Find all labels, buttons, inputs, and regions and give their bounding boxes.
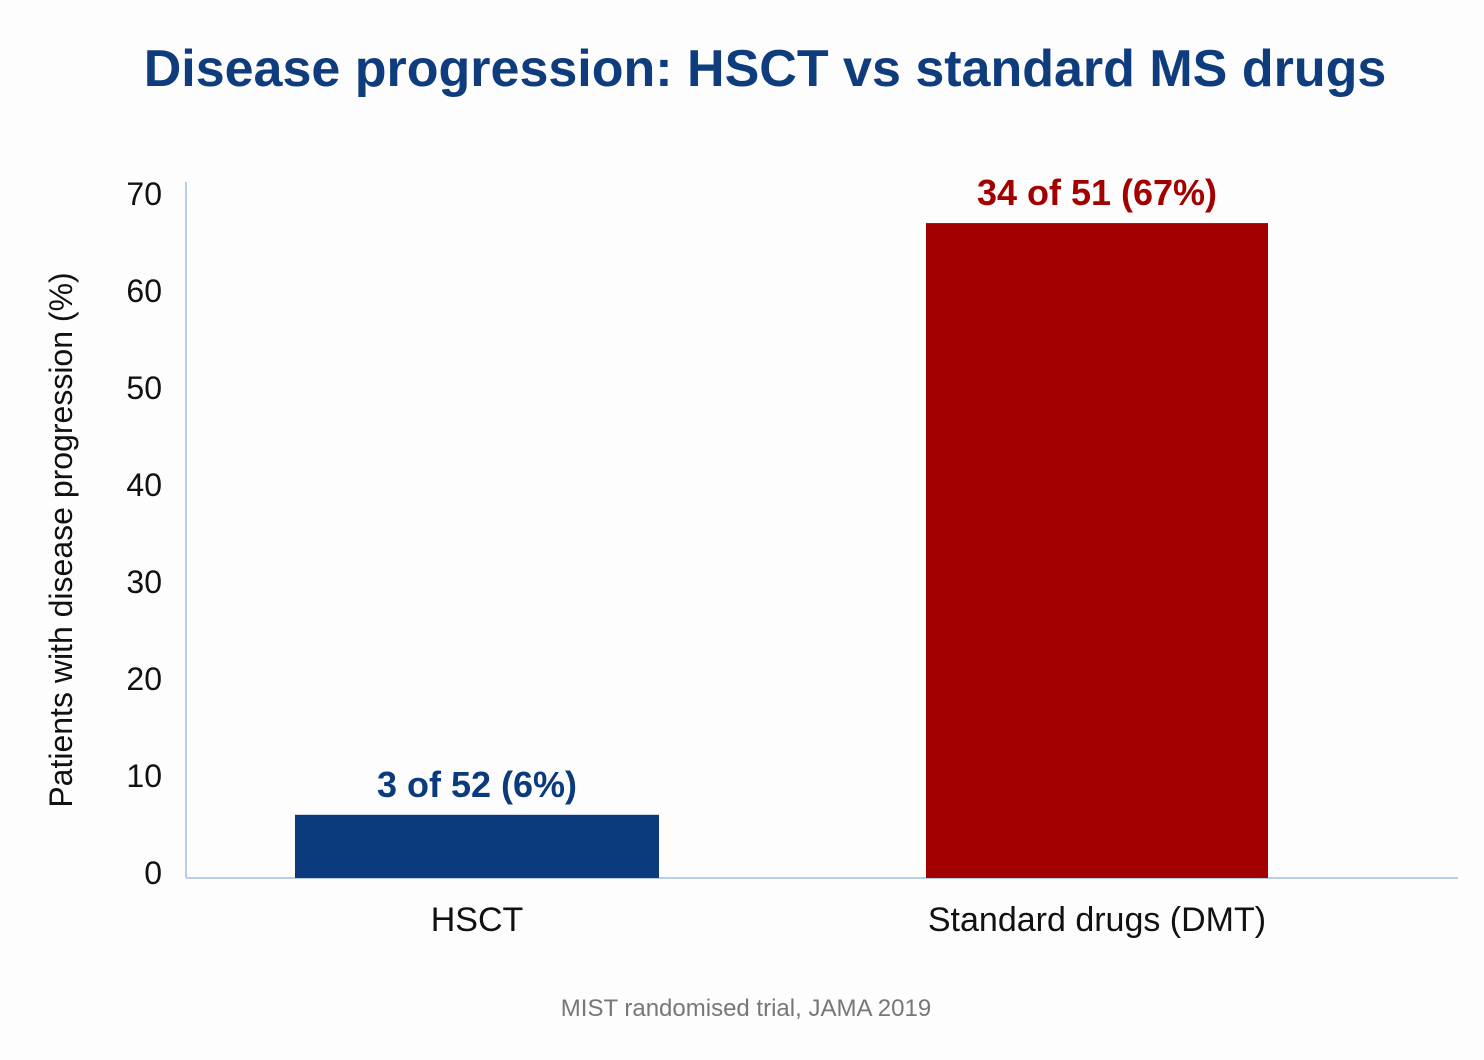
bar <box>926 223 1268 879</box>
category-labels-group: HSCT Standard drugs (DMT) <box>431 901 1266 939</box>
y-tick-label: 20 <box>126 661 162 697</box>
category-label: HSCT <box>431 901 524 939</box>
y-tick-label: 60 <box>126 273 162 309</box>
y-tick-label: 70 <box>126 176 162 212</box>
y-tick-label: 50 <box>126 370 162 406</box>
data-label: 3 of 52 (6%) <box>377 764 577 805</box>
data-label: 34 of 51 (67%) <box>977 172 1217 213</box>
category-label: Standard drugs (DMT) <box>928 901 1266 939</box>
data-labels-group: 3 of 52 (6%) 34 of 51 (67%) <box>377 172 1217 805</box>
y-tick-label: 0 <box>144 855 162 891</box>
y-axis-label: Patients with disease progression (%) <box>43 272 79 807</box>
chart-title: Disease progression: HSCT vs standard MS… <box>144 40 1387 98</box>
y-tick-label: 40 <box>126 467 162 503</box>
source-note: MIST randomised trial, JAMA 2019 <box>561 995 931 1022</box>
y-tick-label: 10 <box>126 758 162 794</box>
bar <box>295 814 659 878</box>
y-tick-label: 30 <box>126 564 162 600</box>
bars-group <box>295 223 1268 879</box>
y-axis-ticks: 0 10 20 30 40 50 60 70 <box>126 176 162 891</box>
